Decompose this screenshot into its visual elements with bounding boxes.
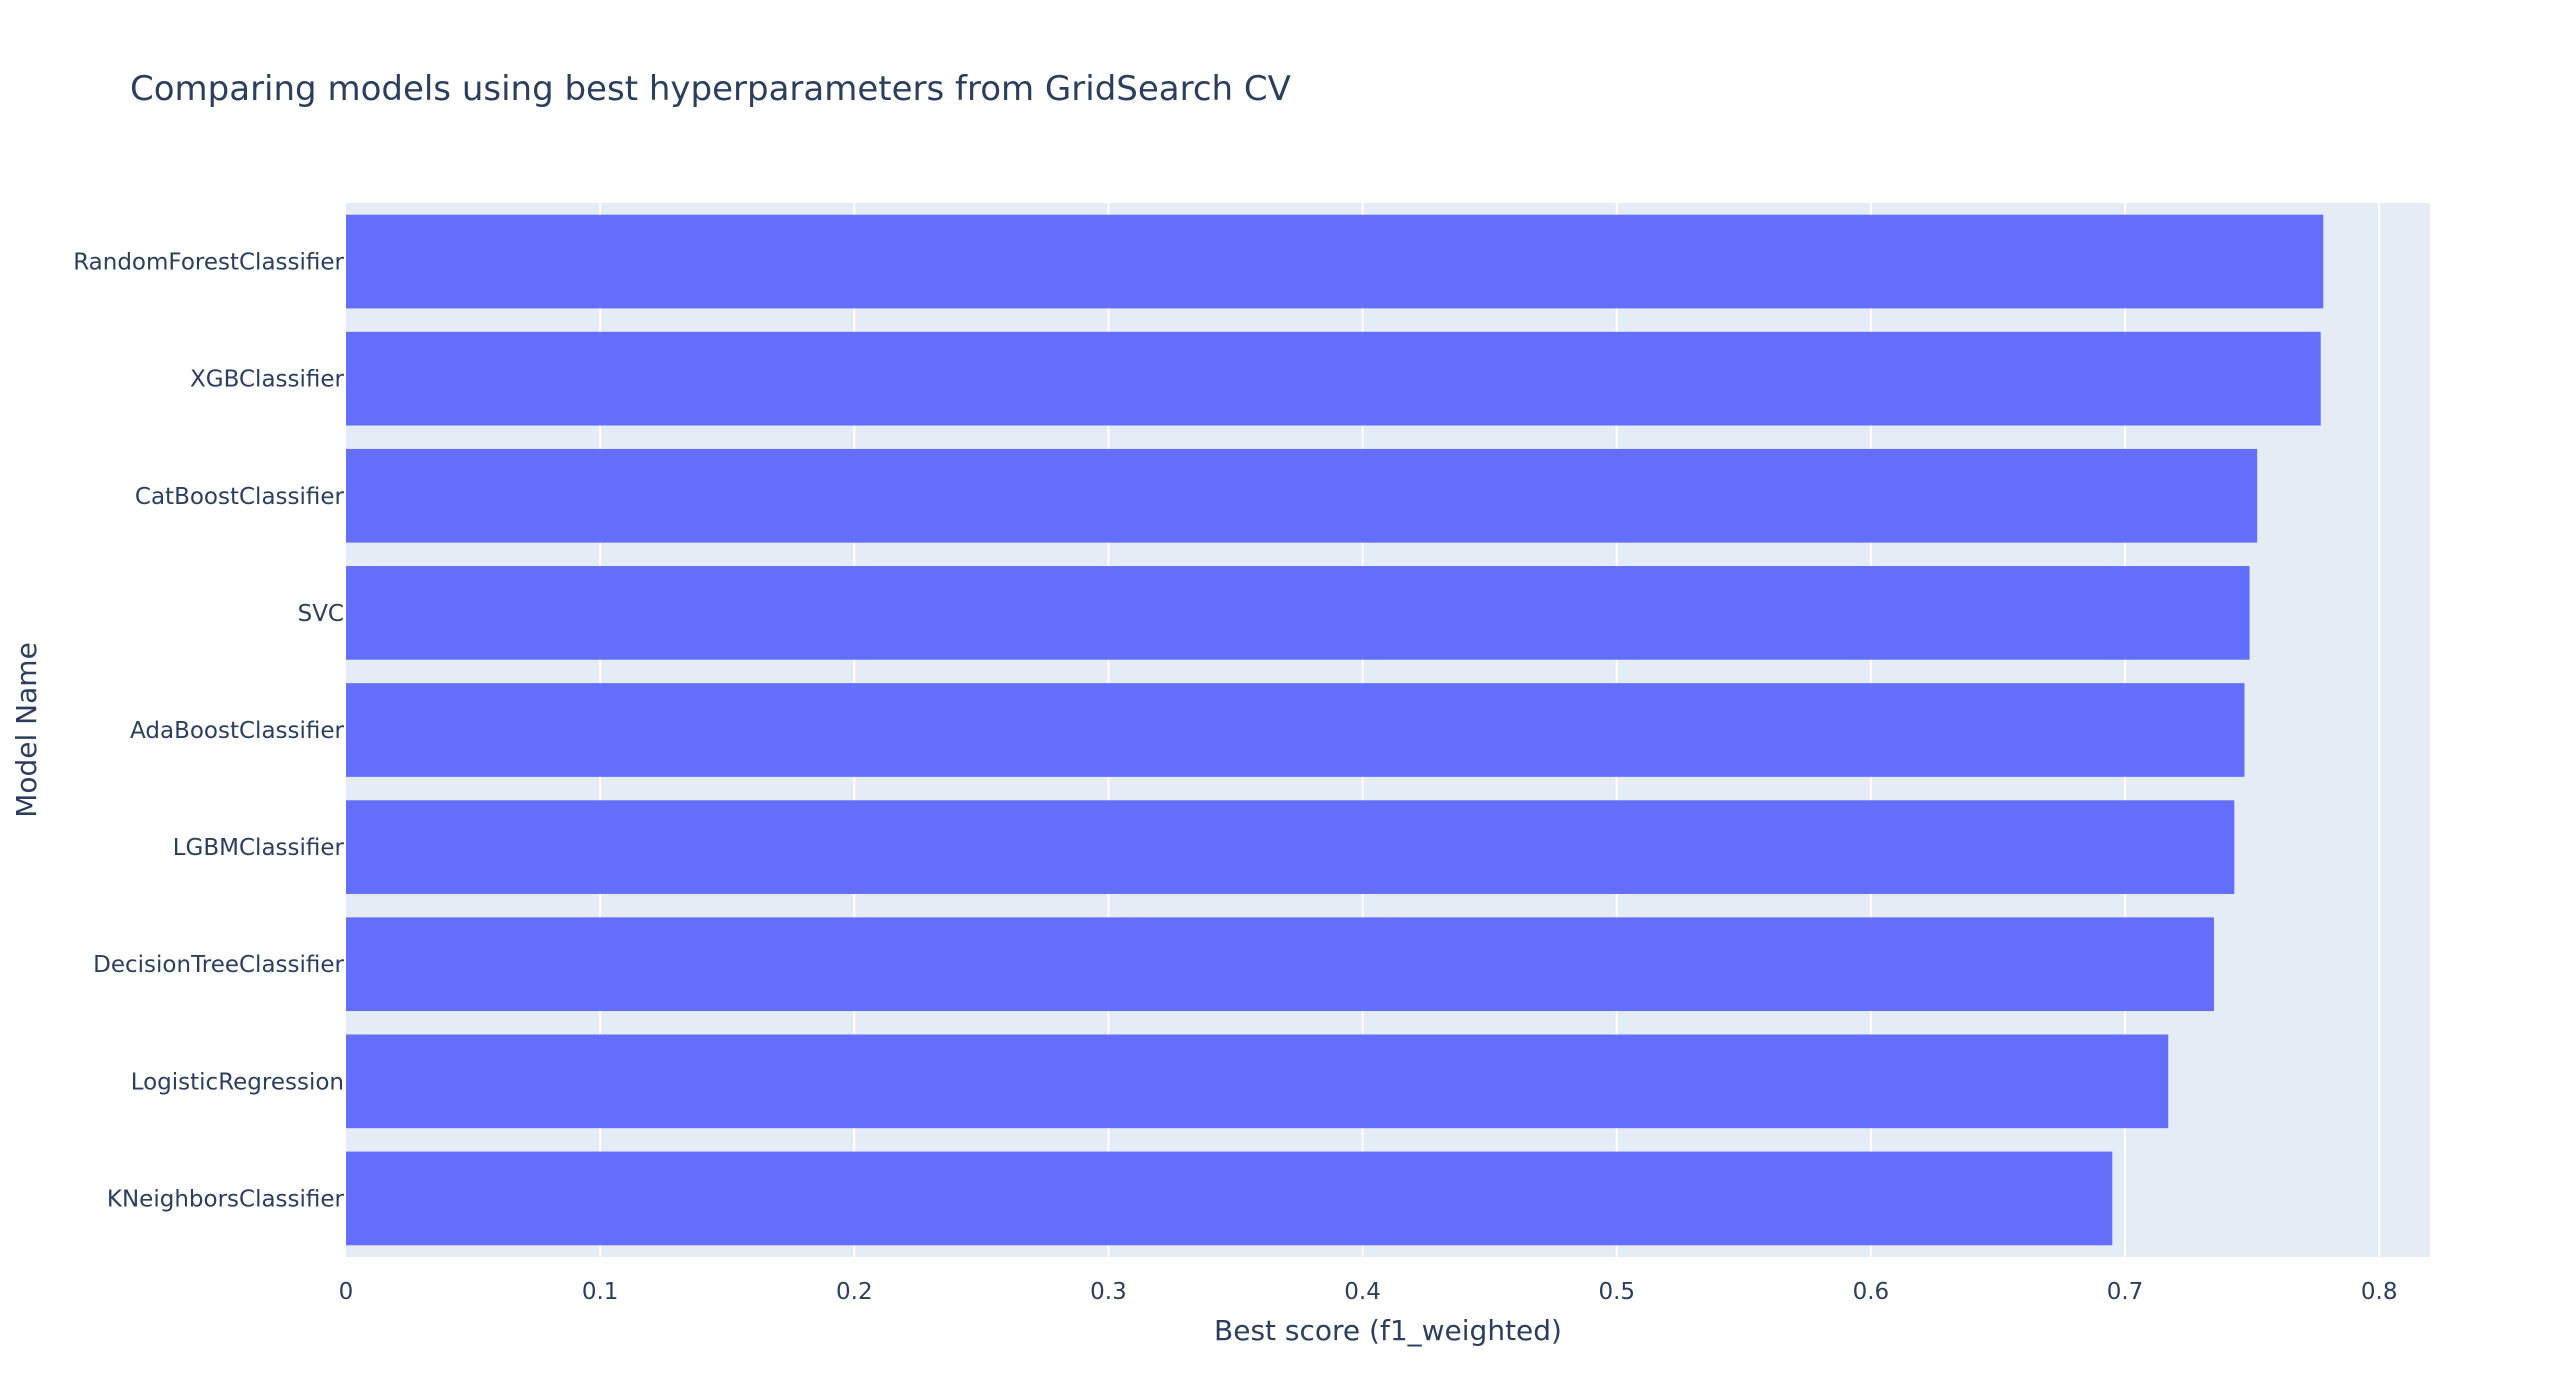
x-tick-label: 0.7 [2107, 1279, 2144, 1305]
y-tick-label: LogisticRegression [131, 1069, 344, 1095]
bars [346, 214, 2324, 1246]
bar-kneighborsclassifier [346, 1151, 2113, 1246]
y-tick-label: RandomForestClassifier [73, 250, 344, 276]
bar-adaboostclassifier [346, 683, 2245, 777]
x-tick-label: 0 [339, 1279, 354, 1305]
y-tick-label: XGBClassifier [190, 367, 344, 393]
bar-decisiontreeclassifier [346, 917, 2214, 1012]
y-tick-label: CatBoostClassifier [135, 484, 345, 510]
x-tick-label: 0.8 [2361, 1279, 2398, 1305]
bar-xgbclassifier [346, 331, 2321, 426]
y-axis-title: Model Name [10, 642, 43, 818]
y-tick-labels: RandomForestClassifier XGBClassifier CatBo… [73, 250, 344, 1213]
y-tick-label: SVC [298, 601, 344, 627]
x-axis-title: Best score (f1_weighted) [1214, 1314, 1562, 1347]
x-tick-labels: 0 0.1 0.2 0.3 0.4 0.5 0.6 0.7 0.8 [339, 1279, 2398, 1305]
x-tick-label: 0.6 [1853, 1279, 1890, 1305]
x-tick-label: 0.3 [1090, 1279, 1127, 1305]
y-tick-label: KNeighborsClassifier [107, 1186, 345, 1212]
chart-title: Comparing models using best hyperparamet… [130, 69, 1291, 109]
bar-catboostclassifier [346, 448, 2258, 543]
x-tick-label: 0.5 [1598, 1279, 1635, 1305]
bar-svc [346, 566, 2250, 660]
bar-logisticregression [346, 1034, 2169, 1129]
y-tick-label: DecisionTreeClassifier [93, 952, 344, 978]
y-tick-label: LGBMClassifier [173, 835, 345, 861]
x-tick-label: 0.4 [1344, 1279, 1381, 1305]
y-tick-label: AdaBoostClassifier [130, 718, 344, 744]
bar-randomforestclassifier [346, 214, 2324, 309]
bar-lgbmclassifier [346, 800, 2235, 894]
x-tick-label: 0.1 [582, 1279, 619, 1305]
x-tick-label: 0.2 [836, 1279, 873, 1305]
